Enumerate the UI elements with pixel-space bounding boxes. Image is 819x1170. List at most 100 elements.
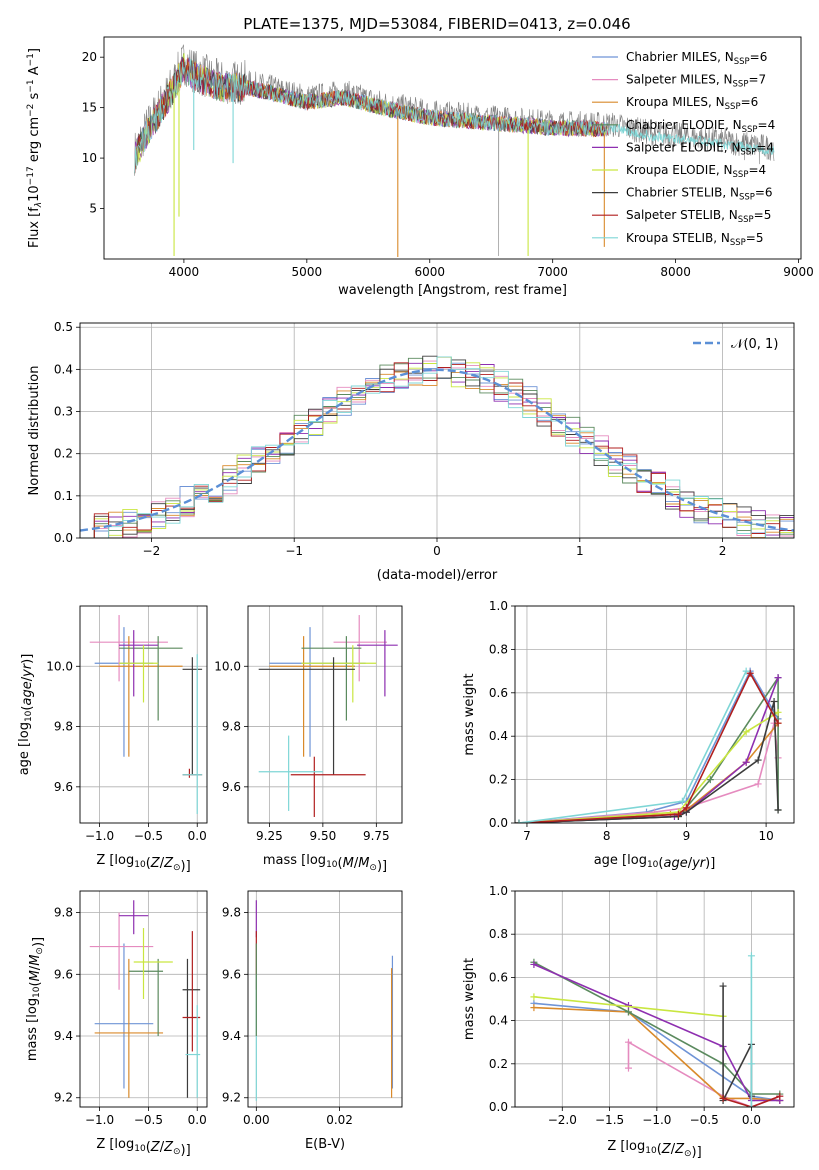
y-tick-label: 9.6 [222, 780, 241, 794]
legend-entry: Kroupa MILES, NSSP=6 [626, 95, 758, 112]
y-tick-label: 9.6 [222, 967, 241, 981]
x-axis-label: wavelength [Angstrom, rest frame] [338, 283, 567, 298]
legend-entry: 𝒩(0, 1) [731, 337, 778, 352]
series-marker-salpeter_miles [624, 1064, 632, 1072]
y-tick-label: 0.0 [489, 1100, 508, 1114]
series-line-chabrier_elodie [518, 674, 779, 823]
series-marker-chabrier_elodie [706, 776, 714, 784]
series-marker-chabrier_elodie [624, 1008, 632, 1016]
x-tick-label: −0.5 [134, 1113, 163, 1127]
x-tick-label: 8 [603, 829, 611, 843]
y-axis-label: mass [log10(M/M⊙)] [25, 937, 46, 1061]
series-marker-salpeter_elodie [774, 674, 782, 682]
y-tick-label: 9.6 [54, 780, 73, 794]
histogram-kroupa_stelib [80, 356, 794, 538]
y-tick-label: 0.6 [489, 686, 508, 700]
x-tick-label: −2.0 [548, 1113, 577, 1127]
series-line-kroupa_elodie [533, 996, 724, 1018]
plot-area [258, 615, 398, 817]
age-vs-mass-panel: 9.25 9.50 9.75 9.6 9.8 10.0 mass [log10(M/M⊙)] [214, 605, 403, 874]
y-tick-label: 0.8 [489, 642, 508, 656]
series-marker-salpeter_stelib [774, 719, 782, 727]
plot-area [255, 900, 394, 1101]
x-tick-label: 5000 [292, 265, 323, 279]
axes-frame [514, 890, 795, 1108]
x-tick-label: −0.5 [690, 1113, 719, 1127]
y-axis-label: mass weight [462, 673, 477, 755]
model-spectrum-line-salpeter_stelib [134, 57, 608, 174]
x-axis-label: mass [log10(M/M⊙)] [263, 853, 387, 874]
series-marker-chabrier_stelib [774, 806, 782, 814]
y-tick-label: 9.4 [54, 1029, 73, 1043]
x-tick-label: 0 [433, 544, 441, 558]
y-axis-label: age [log10(age/yr)] [17, 654, 35, 776]
series-marker-salpeter_elodie [624, 1001, 632, 1009]
y-tick-label: 15 [82, 101, 97, 115]
y-axis-label: mass weight [462, 958, 477, 1040]
y-tick-label: 0.2 [54, 447, 73, 461]
series-line-salpeter_stelib [518, 671, 779, 823]
series-marker-salpeter_stelib [776, 1092, 784, 1100]
series-marker-kroupa_stelib [515, 819, 523, 823]
x-tick-label: 4000 [169, 265, 200, 279]
x-tick-label: 1 [576, 544, 584, 558]
series-marker-kroupa_stelib [742, 667, 750, 675]
y-tick-label: 0.1 [54, 489, 73, 503]
x-tick-label: −2 [143, 544, 161, 558]
y-tick-label: 0.3 [54, 405, 73, 419]
y-tick-label: 1.0 [489, 884, 508, 898]
x-tick-label: −0.5 [134, 829, 163, 843]
series-line-chabrier_stelib [518, 701, 779, 823]
series-marker-salpeter_stelib [719, 1094, 727, 1102]
axes-frame [79, 890, 208, 1108]
y-axis-label: Flux [fλ10−17 erg cm−2 s−1 A−1] [26, 48, 44, 248]
axes-frame [79, 322, 795, 539]
x-tick-label: 9.25 [256, 829, 283, 843]
mass-vs-metallicity-panel: −1.0 −0.5 0.0 9.2 9.4 9.6 9.8 Z [log10(Z/Z⊙)] ma… [25, 890, 208, 1158]
model-spectrum-line-kroupa-stelib-red [607, 123, 775, 155]
series-marker-kroupa_stelib [678, 797, 686, 805]
mass-vs-ebv-panel: 0.00 0.02 9.2 9.4 9.6 9.8 E(B-V) [222, 890, 403, 1152]
x-tick-label: 0.02 [326, 1113, 353, 1127]
plot-area [89, 615, 203, 814]
legend-entry: Salpeter STELIB, NSSP=5 [626, 208, 771, 225]
residuals-panel: −2 −1 0 1 2 0.0 0.1 0.2 0.3 0.4 0.5 (data-model)/er… [27, 320, 795, 583]
x-tick-label: −1.0 [85, 1113, 114, 1127]
x-axis-label: (data-model)/error [377, 568, 498, 583]
series-marker-kroupa_stelib [747, 1103, 755, 1107]
series-line-kroupa_elodie [518, 711, 779, 823]
massweight-vs-metallicity-panel: −2.0 −1.5 −1.0 −0.5 0.0 0.0 0.2 0.4 0.6 0.8 1.0 mas… [462, 884, 795, 1160]
normal-distribution-curve [80, 368, 794, 532]
series-marker-salpeter_miles [754, 780, 762, 788]
x-axis-label: E(B-V) [305, 1137, 345, 1152]
legend-entry: Kroupa STELIB, NSSP=5 [626, 231, 764, 248]
series-line-chabrier_miles [518, 669, 779, 823]
x-tick-label: −1.0 [85, 829, 114, 843]
y-tick-label: 9.2 [222, 1091, 241, 1105]
x-tick-label: 0.00 [243, 1113, 270, 1127]
y-tick-label: 0.0 [54, 531, 73, 545]
x-tick-label: 7 [523, 829, 531, 843]
y-tick-label: 9.8 [54, 906, 73, 920]
series-marker-salpeter_stelib [682, 804, 690, 812]
plot-area [134, 44, 775, 257]
y-tick-label: 10.0 [214, 659, 241, 673]
y-tick-label: 9.6 [54, 967, 73, 981]
legend-entry: Chabrier ELODIE, NSSP=4 [626, 118, 775, 135]
axes-frame [247, 605, 403, 824]
y-axis-label: Normed distribution [27, 366, 42, 496]
legend-entry: Kroupa ELODIE, NSSP=4 [626, 163, 766, 180]
series-line-salpeter_elodie [518, 677, 779, 823]
plot-area [530, 952, 784, 1107]
y-tick-label: 0.4 [489, 729, 508, 743]
x-axis-label: age [log10(age/yr)] [594, 853, 716, 871]
x-tick-label: 6000 [414, 265, 445, 279]
y-tick-label: 9.4 [222, 1029, 241, 1043]
x-tick-label: 9000 [783, 265, 814, 279]
series-line-salpeter_stelib [722, 1095, 781, 1107]
legend: Chabrier MILES, NSSP=6 Salpeter MILES, NS… [592, 50, 775, 248]
series-marker-chabrier_stelib [770, 697, 778, 705]
y-tick-label: 1.0 [489, 599, 508, 613]
legend-entry: Salpeter ELODIE, NSSP=4 [626, 140, 774, 157]
